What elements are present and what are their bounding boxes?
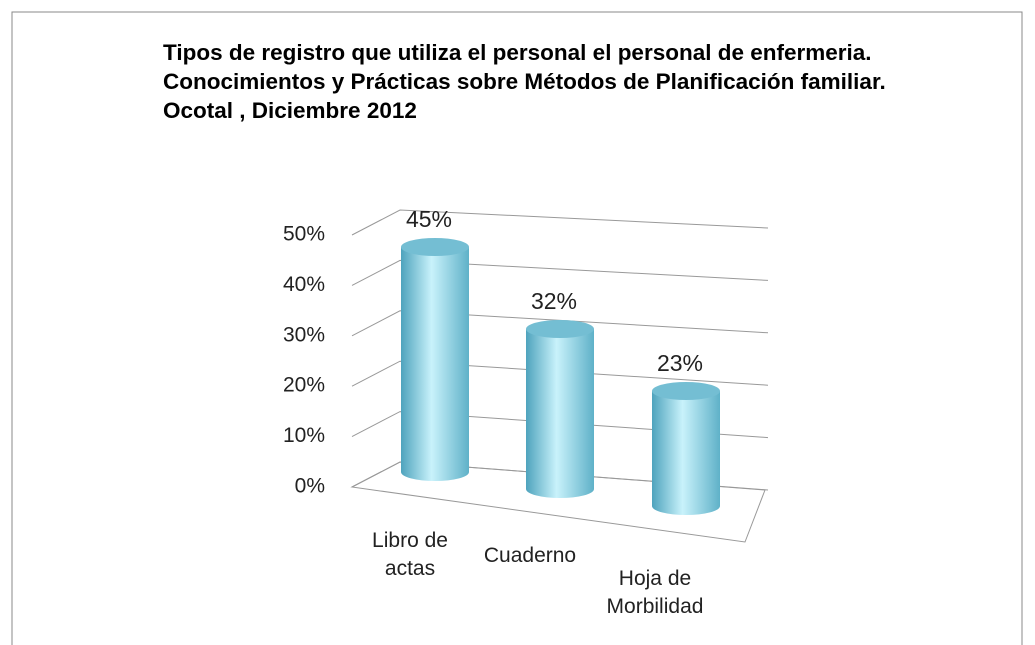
x-tick-label: Hoja de Morbilidad (606, 567, 704, 618)
grid-line (351, 360, 769, 387)
x-tick-label: Libro de actas (372, 529, 448, 580)
y-tick-label: 50% (283, 223, 325, 246)
y-tick-label: 0% (295, 475, 325, 498)
value-label: 32% (531, 288, 577, 314)
y-tick-label: 20% (283, 374, 325, 397)
grid-line (351, 259, 769, 286)
grid-line (351, 310, 769, 337)
bar (526, 329, 594, 498)
x-tick-label: Cuaderno (483, 544, 577, 567)
chart-title: Tipos de registro que utiliza el persona… (163, 40, 886, 123)
value-label: 23% (657, 350, 703, 376)
y-tick-label: 10% (283, 424, 325, 447)
grid-line (351, 209, 769, 236)
bar (401, 247, 469, 481)
grid-line (351, 461, 769, 491)
bar-top (526, 320, 594, 338)
frame (11, 11, 1023, 645)
bar-top (401, 238, 469, 256)
bar (652, 391, 720, 515)
y-tick-label: 40% (283, 273, 325, 296)
grid-line (351, 411, 769, 439)
bar-top (652, 382, 720, 400)
value-label: 45% (406, 206, 452, 232)
y-tick-label: 30% (283, 323, 325, 346)
